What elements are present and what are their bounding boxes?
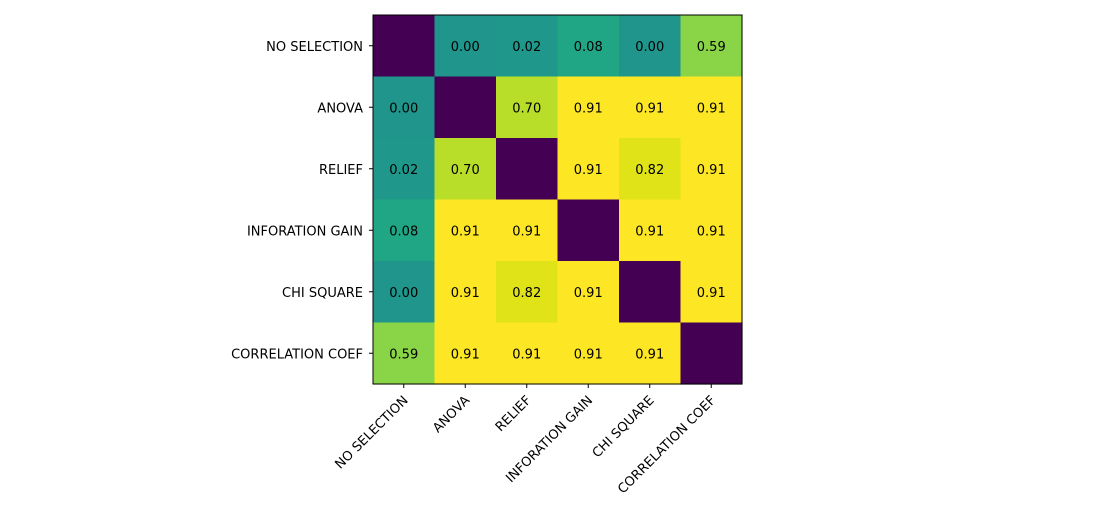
heatmap-cell-r1-c5 [680,76,743,139]
heatmap-cell-r3-c3 [557,199,620,262]
cell-value-label: 0.91 [451,347,480,362]
heatmap-cell-r5-c0 [373,322,436,385]
heatmap-cell-r3-c1 [434,199,497,262]
heatmap-cell-r1-c1 [434,76,497,139]
heatmap-cell-r4-c0 [373,261,436,324]
plot-frame [372,14,743,385]
heatmap-cell-r4-c1 [434,261,497,324]
cell-value-label: 0.59 [389,347,418,362]
cell-value-label: 0.02 [389,163,418,178]
heatmap-cell-r2-c1 [434,138,497,201]
cell-value-label: 0.91 [512,224,541,239]
cell-value-label: 0.82 [635,163,664,178]
cell-value-label: 0.02 [512,40,541,55]
cell-value-label: 0.08 [574,40,603,55]
heatmap-cell-r0-c5 [680,15,743,78]
cell-value-label: 0.91 [697,224,726,239]
cell-value-label: 0.91 [451,224,480,239]
heatmap-cells [373,15,743,385]
heatmap-cell-labels: 0.00 0.02 0.08 0.00 0.59 0.00 0.70 0.91 0.91 0.91… [389,40,725,363]
cell-value-label: 0.91 [697,286,726,301]
cell-value-label: 0.08 [389,224,418,239]
heatmap-cell-r3-c0 [373,199,436,262]
heatmap-cell-r0-c0 [373,15,436,78]
cell-value-label: 0.91 [635,224,664,239]
heatmap-cell-r1-c2 [496,76,559,139]
cell-value-label: 0.70 [512,101,541,116]
heatmap-cell-r2-c5 [680,138,743,201]
heatmap-cell-r3-c4 [619,199,682,262]
cell-value-label: 0.00 [451,40,480,55]
y-tick-label: NO SELECTION [266,40,363,55]
cell-value-label: 0.91 [635,101,664,116]
cell-value-label: 0.82 [512,286,541,301]
x-tick-label: RELIEF [493,393,535,435]
cell-value-label: 0.00 [635,40,664,55]
heatmap-cell-r4-c4 [619,261,682,324]
cell-value-label: 0.59 [697,40,726,55]
x-tick-label: NO SELECTION [333,393,412,472]
cell-value-label: 0.91 [574,347,603,362]
cell-value-label: 0.00 [389,286,418,301]
y-axis: NO SELECTION ANOVA RELIEF INFORATION GAIN CH… [231,40,373,362]
heatmap-cell-r4-c3 [557,261,620,324]
heatmap-cell-r1-c4 [619,76,682,139]
y-tick-label: CORRELATION COEF [231,347,363,362]
x-tick-label: CHI SQUARE [590,393,658,461]
y-tick-label: INFORATION GAIN [247,224,363,239]
heatmap-cell-r2-c2 [496,138,559,201]
heatmap-cell-r5-c2 [496,322,559,385]
heatmap-cell-r5-c5 [680,322,743,385]
cell-value-label: 0.91 [574,286,603,301]
heatmap-cell-r0-c2 [496,15,559,78]
heatmap-cell-r1-c0 [373,76,436,139]
cell-value-label: 0.91 [574,163,603,178]
cell-value-label: 0.70 [451,163,480,178]
heatmap-cell-r2-c4 [619,138,682,201]
heatmap-cell-r1-c3 [557,76,620,139]
heatmap-cell-r0-c3 [557,15,620,78]
cell-value-label: 0.91 [574,101,603,116]
heatmap-cell-r2-c0 [373,138,436,201]
x-tick-label: ANOVA [430,393,473,436]
heatmap-cell-r2-c3 [557,138,620,201]
heatmap-cell-r5-c1 [434,322,497,385]
heatmap-cell-r3-c2 [496,199,559,262]
heatmap-cell-r4-c5 [680,261,743,324]
cell-value-label: 0.91 [512,347,541,362]
heatmap-cell-r3-c5 [680,199,743,262]
heatmap-cell-r4-c2 [496,261,559,324]
cell-value-label: 0.91 [635,347,664,362]
cell-value-label: 0.91 [697,101,726,116]
heatmap-cell-r5-c4 [619,322,682,385]
cell-value-label: 0.91 [451,286,480,301]
y-tick-label: ANOVA [317,101,363,116]
y-tick-label: RELIEF [319,163,363,178]
cell-value-label: 0.00 [389,101,418,116]
heatmap-cell-r0-c4 [619,15,682,78]
cell-value-label: 0.91 [697,163,726,178]
heatmap-cell-r5-c3 [557,322,620,385]
heatmap-cell-r0-c1 [434,15,497,78]
y-tick-label: CHI SQUARE [282,286,363,301]
